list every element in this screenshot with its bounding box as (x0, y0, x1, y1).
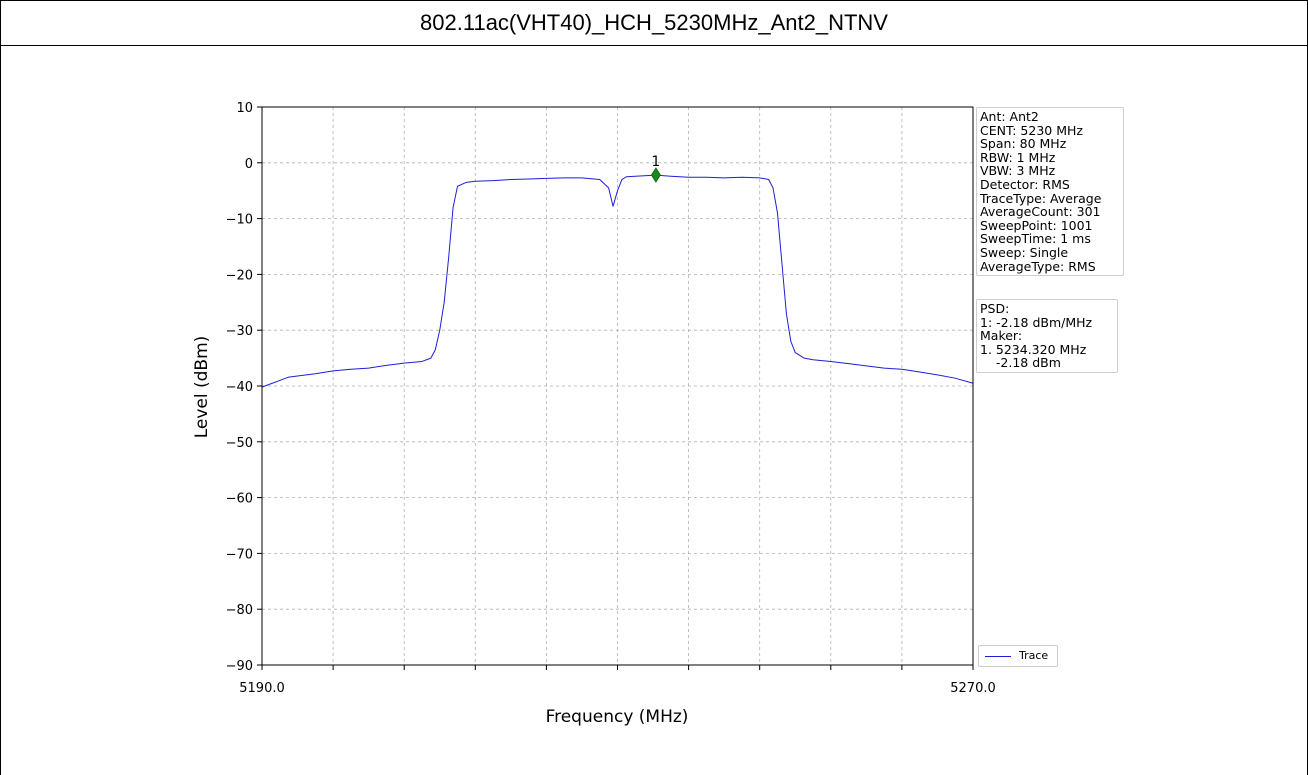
psd-box-line: PSD: (980, 301, 1010, 316)
info-box-line: Ant: Ant2 (980, 109, 1039, 124)
info-box-line: AverageCount: 301 (980, 204, 1101, 220)
psd-marker-box: PSD: 1: -2.18 dBm/MHz Maker: 1. 5234.320 MH… (976, 299, 1118, 373)
y-tick-label: −90 (226, 659, 253, 674)
info-box-line: SweepTime: 1 ms (980, 231, 1091, 247)
axes-layer: 5190.0 5270.0 10 0 −10 −20 −30 −40 −50 −60 −70 −80 −… (226, 101, 996, 696)
info-box-line: CENT: 5230 MHz (980, 122, 1083, 138)
y-axis-label: Level (dBm) (192, 336, 212, 439)
chart-title: 802.11ac(VHT40)_HCH_5230MHz_Ant2_NTNV (1, 1, 1307, 46)
x-tick-label: 5190.0 (239, 681, 285, 696)
info-box-line: SweepPoint: 1001 (980, 217, 1093, 233)
legend-trace-label: Trace (1019, 649, 1049, 662)
x-tick-label: 5270.0 (950, 681, 996, 696)
y-tick-label: −80 (226, 603, 253, 618)
x-axis-label: Frequency (MHz) (546, 707, 689, 727)
psd-box-line: 1. 5234.320 MHz (980, 341, 1087, 357)
info-box-line: Sweep: Single (980, 244, 1069, 260)
psd-box-line: Maker: (980, 328, 1023, 344)
legend: Trace (978, 645, 1058, 667)
info-box-line: RBW: 1 MHz (980, 149, 1056, 165)
trace-layer (261, 174, 974, 388)
y-tick-label: −60 (226, 492, 253, 507)
info-box-line: Span: 80 MHz (980, 136, 1067, 152)
y-tick-label: 0 (245, 157, 253, 172)
grid-layer (262, 107, 973, 665)
psd-box-line: -2.18 dBm (980, 355, 1061, 371)
y-tick-label: −30 (226, 324, 253, 339)
y-tick-label: −10 (226, 213, 253, 228)
trace-line (261, 174, 974, 388)
marker-diamond (650, 167, 661, 183)
psd-box-line: 1: -2.18 dBm/MHz (980, 314, 1093, 330)
marker-label: 1 (651, 154, 660, 170)
info-box-line: Detector: RMS (980, 176, 1070, 192)
plot-frame (261, 106, 974, 666)
y-tick-label: −70 (226, 547, 253, 562)
info-box-line: AverageType: RMS (980, 258, 1096, 274)
y-tick-label: −20 (226, 268, 253, 283)
y-tick-label: −40 (226, 380, 253, 395)
marker-layer: 1 (650, 154, 661, 183)
info-box-line: TraceType: Average (980, 190, 1102, 206)
info-box-line: VBW: 3 MHz (980, 163, 1056, 179)
y-tick-label: 10 (236, 101, 253, 116)
legend-trace-swatch (985, 656, 1011, 657)
measurement-settings-box: Ant: Ant2 CENT: 5230 MHz Span: 80 MHz RBW: … (976, 107, 1124, 277)
y-tick-label: −50 (226, 436, 253, 451)
